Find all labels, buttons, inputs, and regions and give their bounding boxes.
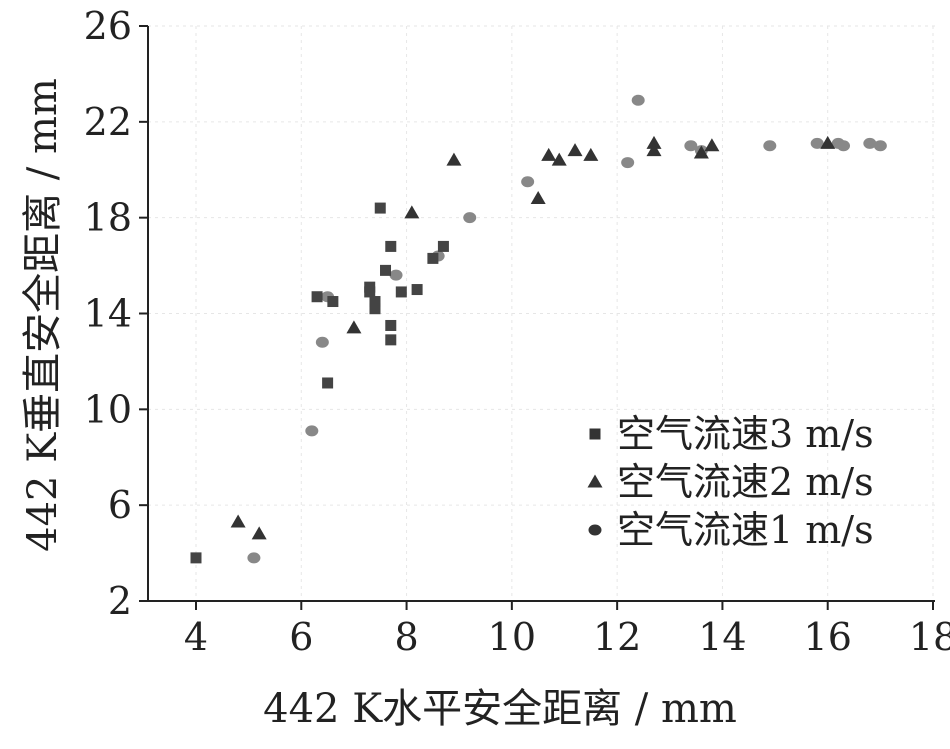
data-point (305, 425, 319, 437)
data-point (446, 152, 462, 166)
data-point (437, 240, 449, 252)
data-point (380, 264, 392, 276)
legend-label: 空气流速3 m/s (617, 412, 874, 456)
data-point (315, 336, 329, 348)
y-tick-label: 6 (108, 483, 132, 527)
data-point (521, 176, 535, 188)
legend-item: 空气流速1 m/s (588, 508, 874, 552)
data-point (837, 140, 851, 152)
series-triangle (230, 135, 836, 540)
y-tick-label: 14 (84, 292, 132, 336)
data-point (346, 320, 362, 334)
data-point (374, 202, 386, 214)
data-point (646, 135, 662, 149)
data-point (530, 191, 546, 204)
legend-label: 空气流速2 m/s (617, 460, 874, 504)
data-point (684, 140, 698, 152)
data-point (247, 552, 261, 564)
data-point (395, 286, 407, 298)
x-tick-label: 8 (394, 615, 418, 659)
data-point (693, 145, 709, 159)
data-point (369, 296, 381, 308)
data-point (385, 334, 397, 346)
data-point (541, 147, 557, 161)
y-tick-label: 10 (84, 387, 132, 431)
x-tick-label: 6 (289, 615, 313, 659)
y-tick-label: 2 (108, 579, 132, 623)
data-point (427, 252, 439, 264)
y-tick-label: 26 (84, 4, 132, 48)
data-point (190, 552, 202, 564)
data-point (873, 140, 887, 152)
data-point (389, 269, 403, 281)
y-tick-label: 18 (84, 196, 132, 240)
data-point (631, 94, 645, 106)
data-point (704, 138, 720, 152)
x-tick-label: 14 (698, 615, 746, 659)
data-point (327, 296, 339, 308)
data-point (369, 303, 381, 315)
x-tick-label: 4 (184, 615, 208, 659)
data-point (551, 152, 567, 166)
x-axis-label: 442 K水平安全距离 / mm (263, 686, 737, 732)
data-point (230, 514, 246, 528)
data-point (311, 291, 323, 303)
x-tick-label: 10 (488, 615, 536, 659)
data-point (251, 526, 267, 540)
legend-item: 空气流速2 m/s (587, 460, 874, 504)
x-tick-label: 18 (909, 615, 950, 659)
y-axis-label: 442 K垂直安全距离 / mm (20, 78, 66, 552)
data-point (583, 147, 599, 161)
legend-marker (588, 524, 602, 536)
legend-label: 空气流速1 m/s (617, 508, 874, 552)
data-point (411, 284, 423, 296)
legend-item: 空气流速3 m/s (589, 412, 874, 456)
grid (148, 25, 935, 601)
x-tick-label: 16 (804, 615, 852, 659)
data-point (385, 240, 397, 252)
data-point (364, 286, 376, 298)
data-point (463, 212, 477, 224)
data-point (763, 140, 777, 152)
data-point (820, 135, 836, 149)
data-point (567, 143, 583, 157)
data-points (190, 94, 887, 564)
data-point (404, 205, 420, 219)
data-point (322, 377, 334, 389)
data-point (810, 137, 824, 149)
series-square (190, 202, 449, 564)
legend-marker (587, 474, 603, 488)
legend-marker (589, 428, 601, 440)
x-tick-label: 12 (593, 615, 641, 659)
y-tick-label: 22 (84, 100, 132, 144)
data-point (646, 143, 662, 157)
data-point (621, 157, 635, 169)
data-point (863, 137, 877, 149)
data-point (385, 319, 397, 331)
